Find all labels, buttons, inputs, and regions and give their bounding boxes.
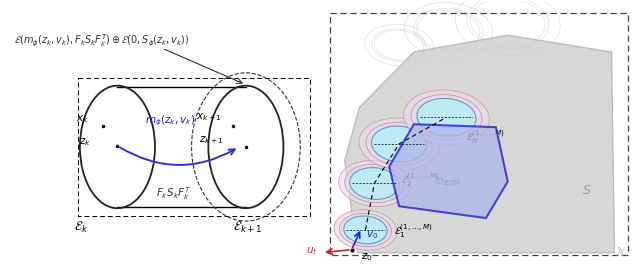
Text: $F_k S_k F_k^T$: $F_k S_k F_k^T$ (156, 185, 191, 202)
Ellipse shape (334, 210, 397, 250)
Ellipse shape (417, 99, 476, 136)
Text: $z_{k+1}$: $z_{k+1}$ (198, 134, 223, 146)
Text: $u_t$: $u_t$ (307, 245, 318, 257)
Text: $\mathcal{E}_{k+1}$: $\mathcal{E}_{k+1}$ (233, 220, 262, 235)
Text: $\mathcal{E}(m_\phi(z_k, v_k), F_k S_k F_k^T) \oplus \mathcal{E}(0, S_\phi(z_k, : $\mathcal{E}(m_\phi(z_k, v_k), F_k S_k F… (13, 32, 189, 49)
Text: $x_k$: $x_k$ (76, 113, 89, 125)
Text: $\mathbb{X}$: $\mathbb{X}$ (616, 246, 627, 259)
Ellipse shape (359, 118, 439, 170)
Text: $\mathcal{E}_2^{(1,\ldots,M)}$: $\mathcal{E}_2^{(1,\ldots,M)}$ (401, 172, 440, 190)
Text: $\mathcal{E}_N^{(1,\ldots,M)}$: $\mathcal{E}_N^{(1,\ldots,M)}$ (466, 128, 505, 146)
Ellipse shape (339, 213, 392, 247)
Ellipse shape (366, 123, 432, 166)
Ellipse shape (371, 126, 427, 162)
Ellipse shape (345, 164, 404, 203)
Ellipse shape (339, 160, 410, 207)
Text: $S$: $S$ (582, 184, 591, 197)
Text: $v_0$: $v_0$ (367, 229, 379, 241)
Ellipse shape (349, 168, 399, 199)
Text: $\mathcal{E}_k$: $\mathcal{E}_k$ (74, 220, 88, 235)
Text: $m_\phi(z_k, v_k)$: $m_\phi(z_k, v_k)$ (145, 114, 195, 128)
Ellipse shape (411, 95, 482, 140)
Text: $\mathbb{X}_{\mathrm{term}}$: $\mathbb{X}_{\mathrm{term}}$ (433, 175, 460, 188)
Text: $\mathcal{E}_1^{(1,\ldots,M)}$: $\mathcal{E}_1^{(1,\ldots,M)}$ (394, 222, 433, 240)
Polygon shape (345, 35, 614, 253)
Ellipse shape (404, 90, 490, 145)
Text: $z_k$: $z_k$ (79, 136, 91, 148)
Text: $z_0$: $z_0$ (360, 252, 372, 264)
Text: $x_{k+1}$: $x_{k+1}$ (196, 111, 221, 123)
Polygon shape (389, 124, 508, 218)
Ellipse shape (344, 216, 387, 244)
